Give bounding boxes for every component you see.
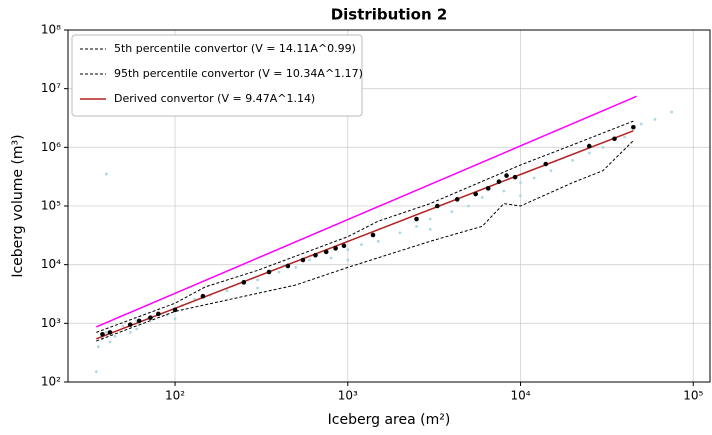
data-point <box>156 311 161 317</box>
data-point <box>100 332 105 337</box>
data-point <box>225 289 229 293</box>
legend-label: 95th percentile convertor (V = 10.34A^1.… <box>114 67 363 80</box>
x-tick-label: 10² <box>165 389 185 403</box>
data-point <box>104 172 108 176</box>
data-point <box>467 204 470 208</box>
data-point <box>631 124 636 130</box>
series-line <box>96 130 634 340</box>
data-point <box>504 173 509 178</box>
data-point <box>107 330 113 335</box>
series-line <box>96 95 637 328</box>
data-point <box>549 169 553 173</box>
data-point <box>94 370 98 374</box>
legend: 5th percentile convertor (V = 14.11A^0.9… <box>71 34 363 117</box>
data-point <box>256 286 259 290</box>
series-line <box>96 120 634 333</box>
x-tick-label: 10³ <box>338 389 358 403</box>
data-point <box>519 181 522 185</box>
data-point <box>308 258 311 262</box>
data-point <box>480 196 484 199</box>
data-point <box>376 239 380 243</box>
y-tick-label: 10⁶ <box>41 140 61 154</box>
data-point <box>294 265 298 269</box>
data-point <box>313 252 318 258</box>
data-point <box>172 307 178 313</box>
y-axis-label: Iceberg volume (m³) <box>10 134 26 277</box>
data-point <box>450 210 454 214</box>
data-point <box>113 334 117 338</box>
data-point <box>612 136 617 142</box>
y-tick-label: 10³ <box>41 316 61 330</box>
data-point <box>266 269 272 275</box>
data-point <box>127 322 133 327</box>
data-point <box>173 317 177 321</box>
data-point <box>398 231 402 235</box>
data-point <box>128 331 132 334</box>
data-point <box>346 248 350 252</box>
data-point <box>428 217 432 221</box>
data-point <box>502 189 506 193</box>
legend-label: 5th percentile convertor (V = 14.11A^0.9… <box>114 42 356 55</box>
data-point <box>97 345 100 349</box>
x-tick-label: 10⁴ <box>510 389 530 403</box>
data-point <box>104 331 108 334</box>
data-point <box>360 243 363 246</box>
x-tick-label: 10⁵ <box>683 389 703 403</box>
legend-box <box>71 34 363 117</box>
data-point <box>435 203 440 209</box>
data-point <box>346 258 350 262</box>
data-point <box>121 324 125 328</box>
data-point <box>601 145 605 149</box>
y-tick-label: 10⁵ <box>41 199 61 213</box>
data-point <box>285 263 291 269</box>
data-point <box>370 232 376 238</box>
data-point <box>571 158 574 162</box>
data-point <box>428 227 432 231</box>
data-point <box>341 243 347 249</box>
data-point <box>639 122 643 126</box>
data-point <box>454 197 460 202</box>
y-tick-label: 10⁸ <box>41 23 61 37</box>
data-point <box>586 143 592 149</box>
data-point <box>519 194 522 198</box>
data-point <box>329 256 333 260</box>
data-point <box>587 151 591 155</box>
plot-frame <box>67 29 711 383</box>
data-point <box>485 186 491 191</box>
data-point <box>415 224 418 228</box>
y-tick-label: 10⁴ <box>41 257 61 271</box>
data-point <box>108 340 112 344</box>
data-point <box>148 315 153 320</box>
data-point <box>300 257 306 263</box>
data-point <box>414 216 419 222</box>
data-point <box>256 278 259 282</box>
data-point <box>512 174 518 180</box>
data-point <box>277 270 281 274</box>
data-point <box>532 176 536 180</box>
data-point <box>136 318 142 324</box>
data-point <box>323 249 329 255</box>
data-point <box>543 161 549 167</box>
data-point <box>473 191 478 197</box>
data-point <box>623 135 626 139</box>
y-tick-label: 10² <box>41 375 61 389</box>
y-tick-label: 10⁷ <box>41 81 61 95</box>
data-point <box>200 293 206 299</box>
data-point <box>496 179 502 184</box>
data-point <box>333 246 338 251</box>
legend-label: Derived convertor (V = 9.47A^1.14) <box>114 92 315 105</box>
chart-title: Distribution 2 <box>331 6 448 24</box>
data-point <box>135 327 139 331</box>
series-line <box>96 140 634 342</box>
data-point <box>670 110 674 114</box>
data-point <box>241 280 247 285</box>
x-axis-label: Iceberg area (m²) <box>328 412 451 428</box>
data-point <box>653 117 657 121</box>
